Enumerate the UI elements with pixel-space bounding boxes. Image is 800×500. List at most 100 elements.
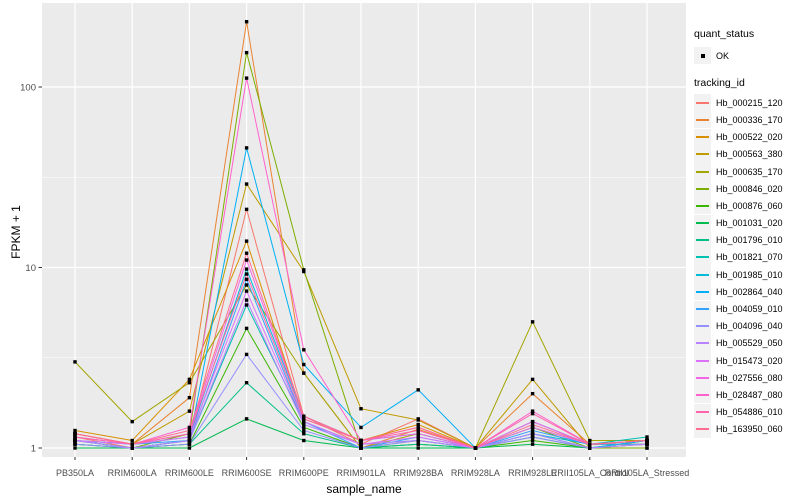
data-point [645, 438, 649, 443]
legend-key [694, 231, 711, 249]
x-tick-label: RRIM600SE [222, 468, 272, 478]
data-point [645, 446, 649, 450]
data-point [244, 283, 249, 287]
legend-key [694, 266, 711, 284]
legend-entry-Hb_004059_010: Hb_004059_010 [694, 300, 800, 318]
legend-entry-Hb_001031_020: Hb_001031_020 [694, 214, 800, 232]
legend-entry-Hb_002864_040: Hb_002864_040 [694, 283, 800, 301]
legend: quant_status OK tracking_id Hb_000215_12… [694, 28, 800, 438]
legend-line-icon [696, 153, 709, 156]
data-point [530, 409, 535, 413]
data-point [302, 422, 306, 427]
legend-line-icon [696, 359, 709, 362]
legend-line-icon [696, 308, 709, 311]
legend-entry-Hb_163950_060: Hb_163950_060 [694, 420, 800, 438]
legend-entry-label: Hb_028487_080 [716, 389, 783, 400]
data-point [416, 428, 420, 433]
data-point [130, 438, 134, 443]
x-tick-label: RRII105LA_Stressed [605, 468, 690, 478]
data-point [416, 388, 420, 392]
x-tick-label: RRIM928LE [508, 468, 557, 478]
legend-entry-label: Hb_002864_040 [716, 286, 783, 297]
x-tick-label: RRIM600LE [165, 468, 214, 478]
data-point [359, 407, 363, 411]
data-point [530, 442, 535, 446]
data-point [130, 442, 134, 446]
data-point [244, 289, 249, 293]
data-point [302, 417, 306, 421]
chart-panel [42, 3, 686, 457]
data-point [73, 360, 77, 364]
data-point [244, 50, 249, 55]
data-point [530, 432, 535, 436]
legend-entry-label: Hb_000846_020 [716, 183, 783, 194]
data-point [244, 352, 249, 357]
legend-entry-label: Hb_000336_170 [716, 114, 783, 125]
data-point [187, 428, 192, 433]
data-point [244, 267, 249, 271]
data-point [187, 381, 192, 385]
legend-line-icon [696, 118, 709, 121]
legend-entry-Hb_000522_020: Hb_000522_020 [694, 128, 800, 146]
legend-entry-Hb_004096_040: Hb_004096_040 [694, 317, 800, 335]
x-tick-label: RRII105LA_Control [551, 468, 629, 478]
data-point [244, 417, 249, 421]
data-point [244, 298, 249, 302]
legend-line-icon [696, 273, 709, 276]
legend-entry-Hb_000215_120: Hb_000215_120 [694, 94, 800, 112]
legend-entry-label: Hb_000876_060 [716, 200, 783, 211]
data-point [359, 442, 363, 446]
legend-entry-Hb_005529_050: Hb_005529_050 [694, 334, 800, 352]
legend-entry-Hb_000635_170: Hb_000635_170 [694, 163, 800, 181]
legend-entry-label: Hb_163950_060 [716, 424, 783, 435]
legend-key [694, 300, 711, 318]
data-point [187, 446, 192, 450]
legend-key [694, 145, 711, 163]
legend-entry-Hb_015473_020: Hb_015473_020 [694, 352, 800, 370]
legend-key [694, 283, 711, 301]
legend-entry-label: Hb_000215_120 [716, 97, 783, 108]
data-point [187, 432, 192, 436]
legend-entries: Hb_000215_120 Hb_000336_170 Hb_000522_020 H… [694, 94, 800, 438]
data-point [530, 391, 535, 396]
data-point [130, 419, 134, 424]
legend-line-icon [696, 136, 709, 139]
legend-line-icon [696, 290, 709, 293]
data-point [244, 251, 249, 255]
data-point [244, 146, 249, 150]
data-point [359, 425, 363, 430]
data-point [244, 258, 249, 262]
data-point [244, 277, 249, 282]
point-marker-icon [700, 53, 705, 58]
data-point [530, 419, 535, 424]
y-tick-label: 1 [31, 444, 36, 455]
data-point [302, 414, 306, 418]
data-point [73, 428, 77, 433]
data-point [530, 428, 535, 433]
data-point [416, 442, 420, 446]
legend-key [694, 128, 711, 146]
legend-entry-Hb_000563_380: Hb_000563_380 [694, 145, 800, 163]
data-point [416, 432, 420, 436]
data-point [530, 425, 535, 430]
legend-entry-label: Hb_004096_040 [716, 321, 783, 332]
data-point [302, 419, 306, 424]
legend-key [694, 94, 711, 112]
legend-entry-label: Hb_001796_010 [716, 235, 783, 246]
data-point [473, 446, 478, 450]
legend-line-icon [696, 342, 709, 345]
legend-line-icon [696, 393, 709, 396]
legend-key [694, 180, 711, 198]
data-point [416, 418, 420, 422]
x-tick-label: PB350LA [56, 468, 94, 478]
y-tick-label: 100 [20, 83, 36, 94]
legend-entry-Hb_054886_010: Hb_054886_010 [694, 403, 800, 421]
data-point [73, 432, 77, 436]
data-point [302, 438, 306, 443]
legend-entry-Hb_001821_070: Hb_001821_070 [694, 248, 800, 266]
legend-key [694, 163, 711, 181]
data-point [73, 435, 77, 439]
legend-line-icon [696, 325, 709, 328]
legend-entry-Hb_001985_010: Hb_001985_010 [694, 266, 800, 284]
